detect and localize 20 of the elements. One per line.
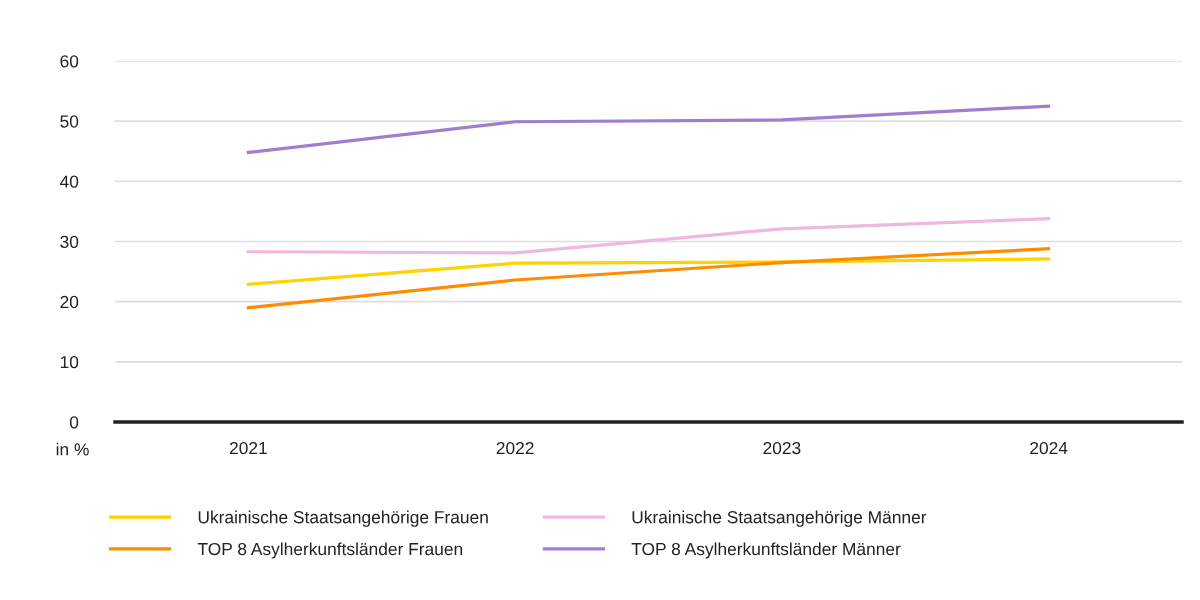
y-axis-title: in % xyxy=(56,442,89,456)
legend-label: Ukrainische Staatsangehörige Männer xyxy=(632,510,927,527)
y-tick-label: 0 xyxy=(69,416,79,429)
line-series xyxy=(246,104,1051,155)
y-tick-label: 20 xyxy=(60,295,79,309)
x-tick-label: 2021 xyxy=(229,441,267,455)
x-tick-label: 2022 xyxy=(496,441,534,455)
y-tick-label: 10 xyxy=(60,356,79,369)
line-series xyxy=(246,217,1051,255)
y-tick-label: 30 xyxy=(60,235,79,248)
y-tick-label: 60 xyxy=(60,55,79,68)
legend-label: TOP 8 Asylherkunftsländer Männer xyxy=(631,542,901,559)
legend-label: Ukrainische Staatsangehörige Frauen xyxy=(198,510,488,527)
x-tick-label: 2024 xyxy=(1030,441,1068,455)
line-series xyxy=(246,247,1051,310)
legend-label: TOP 8 Asylherkunftsländer Frauen xyxy=(197,542,463,559)
y-tick-label: 40 xyxy=(59,175,79,188)
y-tick-label: 50 xyxy=(60,115,79,128)
x-tick-label: 2023 xyxy=(763,441,801,455)
line-series xyxy=(246,257,1051,286)
